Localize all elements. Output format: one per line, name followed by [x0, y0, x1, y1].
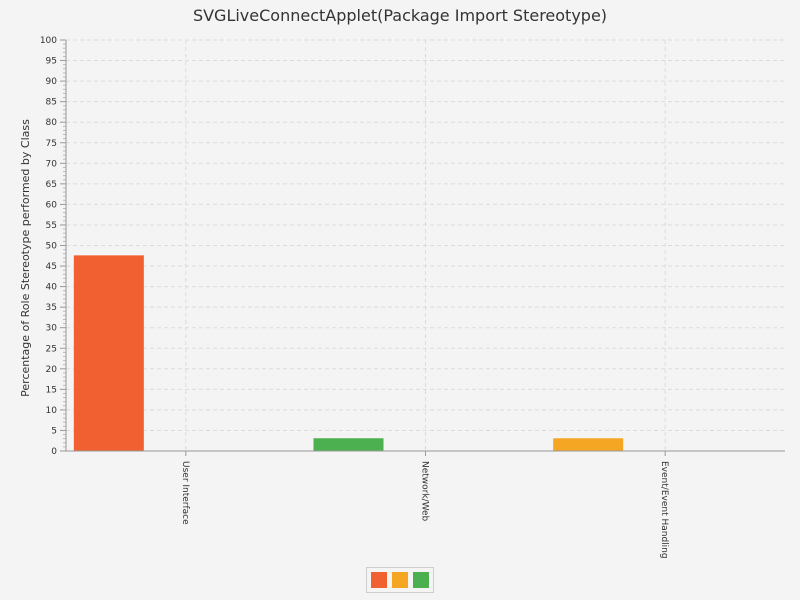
bars [73, 255, 624, 451]
x-category-label: Event/Event Handling [659, 461, 669, 559]
y-tick-label: 80 [46, 118, 58, 128]
legend [366, 567, 434, 593]
y-tick-label: 35 [46, 303, 57, 313]
y-tick-label: 40 [46, 283, 58, 293]
y-tick-label: 15 [46, 385, 57, 395]
bar [313, 438, 384, 451]
legend-swatch [413, 572, 429, 588]
y-axis-title: Percentage of Role Stereotype performed … [19, 119, 32, 397]
y-tick-label: 25 [46, 344, 57, 354]
y-tick-label: 60 [46, 200, 58, 210]
y-tick-label: 10 [46, 406, 58, 416]
x-category-label: Network/Web [420, 461, 430, 522]
y-tick-label: 100 [40, 36, 57, 46]
y-tick-label: 70 [46, 159, 58, 169]
y-tick-label: 55 [46, 221, 57, 231]
y-tick-label: 0 [51, 447, 57, 457]
y-axis-ticks: 0 5 10 15 20 25 30 35 40 45 50 55 60 65 70 75 80 85 90 95 10… [40, 36, 66, 457]
y-tick-label: 75 [46, 139, 57, 149]
bar [553, 438, 624, 451]
bar [73, 255, 144, 451]
x-category-label: User Interface [180, 461, 190, 525]
legend-swatch [392, 572, 408, 588]
x-axis-categories: User Interface Network/Web Event/Event Han… [180, 451, 669, 559]
y-tick-label: 20 [46, 365, 58, 375]
y-tick-label: 50 [46, 242, 58, 252]
y-tick-label: 65 [46, 180, 57, 190]
y-tick-label: 30 [46, 324, 58, 334]
legend-swatch [371, 572, 387, 588]
y-tick-label: 95 [46, 57, 57, 67]
grid [66, 39, 785, 451]
chart-title: SVGLiveConnectApplet(Package Import Ster… [192, 6, 608, 25]
y-tick-label: 5 [51, 426, 57, 436]
y-tick-label: 90 [46, 77, 58, 87]
y-tick-label: 45 [46, 262, 57, 272]
y-tick-label: 85 [46, 98, 57, 108]
